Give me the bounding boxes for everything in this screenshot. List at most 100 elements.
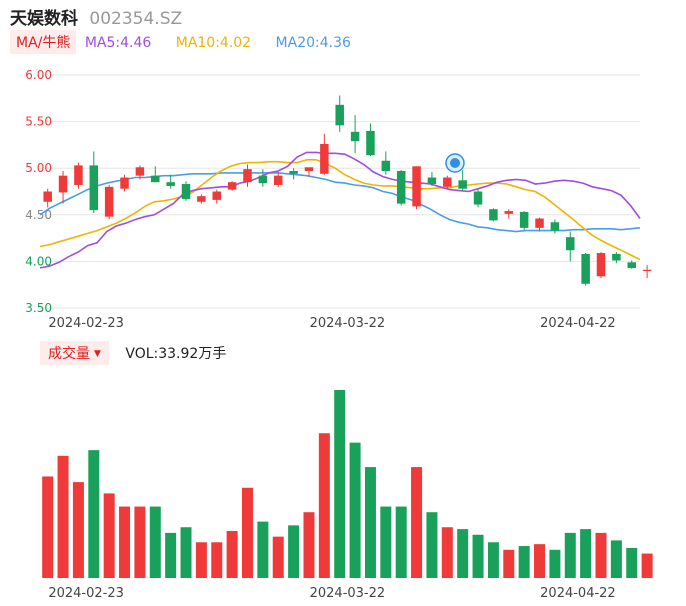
volume-bar xyxy=(257,521,269,578)
candle xyxy=(43,188,52,208)
candles xyxy=(43,95,652,286)
volume-bar xyxy=(472,534,484,578)
volume-bar xyxy=(441,527,453,578)
candle-body xyxy=(181,184,191,199)
candle-body xyxy=(89,165,99,211)
volume-bar xyxy=(595,532,607,578)
candle xyxy=(89,151,99,213)
candle-body xyxy=(412,166,421,207)
candle-body xyxy=(58,175,68,193)
candle xyxy=(320,133,329,175)
candle xyxy=(627,260,636,269)
candle-body xyxy=(396,170,406,204)
volume-bar xyxy=(119,506,131,578)
date-tick-label: 2024-02-23 xyxy=(48,316,124,331)
volume-bar xyxy=(426,512,438,578)
candle-body xyxy=(289,170,298,174)
volume-bar xyxy=(149,506,161,578)
candle-body xyxy=(427,177,437,185)
candle-body xyxy=(197,196,206,202)
ma-lines xyxy=(39,151,641,269)
volume-bar xyxy=(88,450,100,578)
volume-bar xyxy=(165,532,177,578)
candle xyxy=(350,115,360,154)
candle xyxy=(273,171,283,187)
candle xyxy=(566,231,575,262)
volume-bar xyxy=(288,525,300,578)
volume-bar xyxy=(134,506,146,578)
candle-body xyxy=(473,191,483,205)
candle xyxy=(335,95,344,132)
volume-bar xyxy=(395,506,407,578)
candle xyxy=(581,253,590,286)
ma5-legend: MA5:4.46 xyxy=(84,35,152,51)
volume-bar xyxy=(626,547,638,578)
candle-body xyxy=(243,169,252,183)
volume-bar xyxy=(411,467,423,578)
price-date-axis: 2024-02-23 2024-03-22 2024-04-22 xyxy=(48,316,615,331)
candle-body xyxy=(212,191,222,200)
volume-bar xyxy=(457,529,469,578)
candle-body xyxy=(120,177,129,189)
candle xyxy=(120,174,129,192)
volume-bar xyxy=(549,549,561,578)
volume-bar xyxy=(564,532,576,578)
candle xyxy=(489,208,498,222)
candle xyxy=(151,166,160,183)
price-tick-label: 4.00 xyxy=(25,254,52,268)
candle-body xyxy=(74,165,83,185)
date-tick-label: 2024-03-22 xyxy=(310,316,386,331)
volume-bar xyxy=(518,546,530,578)
candle-body xyxy=(166,182,175,186)
candle xyxy=(197,194,206,204)
candle-body xyxy=(320,143,329,174)
candle-body xyxy=(335,104,344,126)
price-tick-label: 3.50 xyxy=(25,301,52,315)
candle xyxy=(473,188,483,208)
volume-bar xyxy=(103,493,115,578)
candle-body xyxy=(566,237,575,251)
candle-body xyxy=(596,253,606,277)
volume-legend: 成交量 ▼ VOL:33.92万手 xyxy=(40,341,226,365)
candle xyxy=(381,151,391,175)
candle-body xyxy=(627,262,636,268)
candle-body xyxy=(43,191,52,202)
candle xyxy=(642,265,652,279)
event-marker-icon[interactable] xyxy=(445,153,465,173)
volume-bar xyxy=(42,476,54,578)
candle xyxy=(104,184,114,220)
candle-body xyxy=(443,177,452,187)
candle xyxy=(181,181,191,201)
price-tick-label: 6.00 xyxy=(25,68,52,82)
candle-body xyxy=(273,175,283,185)
volume-bar xyxy=(241,487,253,578)
candle-body xyxy=(258,175,268,184)
candle xyxy=(366,123,375,157)
candle-body xyxy=(381,160,391,171)
candle xyxy=(227,181,237,191)
volume-date-axis: 2024-02-23 2024-03-22 2024-04-22 xyxy=(48,586,615,601)
volume-bar xyxy=(57,455,69,578)
ma10-line xyxy=(39,159,641,261)
candle xyxy=(412,166,421,210)
volume-bar xyxy=(641,553,653,578)
ma10-legend: MA10:4.02 xyxy=(175,35,252,51)
volume-bar xyxy=(303,512,315,578)
candle xyxy=(166,174,175,189)
candle xyxy=(289,168,298,180)
price-tick-label: 5.00 xyxy=(25,161,52,175)
price-axis: 6.005.505.004.504.003.50 xyxy=(25,68,52,315)
candle xyxy=(396,170,406,206)
ma-indicator-selector[interactable]: MA/牛熊 xyxy=(10,30,77,54)
volume-bar xyxy=(503,549,515,578)
volume-indicator-selector[interactable]: 成交量 ▼ xyxy=(40,341,109,365)
candle xyxy=(258,169,268,187)
candle-body xyxy=(366,130,375,156)
date-tick-label: 2024-04-22 xyxy=(540,586,616,601)
candle-body xyxy=(135,167,145,176)
volume-bars xyxy=(42,390,653,578)
candle-body xyxy=(519,212,529,228)
volume-bar xyxy=(318,433,330,578)
volume-bar xyxy=(72,482,84,578)
